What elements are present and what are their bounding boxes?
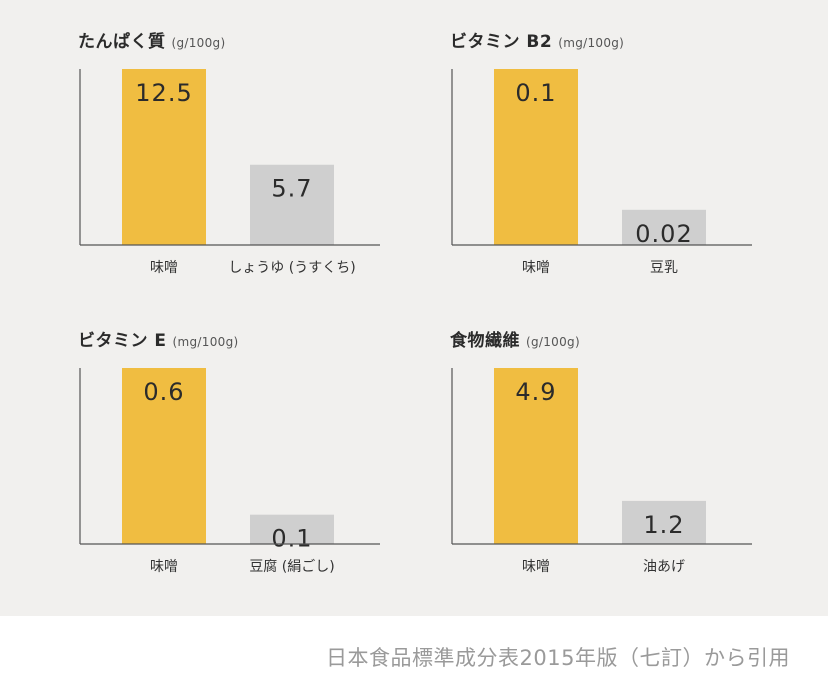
chart-unit: (g/100g) bbox=[171, 36, 226, 50]
bar-value-label: 1.2 bbox=[643, 511, 684, 539]
bar bbox=[494, 69, 578, 245]
category-label: 豆乳 bbox=[650, 260, 678, 276]
bar-value-label: 0.02 bbox=[635, 220, 692, 248]
bar-value-label: 0.6 bbox=[143, 378, 184, 406]
chart-unit: (mg/100g) bbox=[172, 335, 239, 349]
bar bbox=[622, 500, 706, 544]
vitamin-b2-chart: ビタミン B2 (mg/100g) 0.1 味噌 0.02 豆乳 bbox=[450, 27, 780, 297]
chart-title: ビタミン E (mg/100g) bbox=[78, 331, 239, 351]
dietary-fiber-chart: 食物繊維 (g/100g) 4.9 味噌 1.2 油あげ bbox=[450, 326, 780, 596]
bar bbox=[250, 164, 334, 245]
bar bbox=[494, 368, 578, 544]
source-citation: 日本食品標準成分表2015年版（七訂）から引用 bbox=[326, 646, 790, 670]
vitamin-b2-chart-svg: 0.1 味噌 0.02 豆乳 bbox=[451, 69, 752, 276]
protein-chart: たんぱく質 (g/100g) 12.5 味噌 5.7 しょうゆ (うすくち) bbox=[78, 27, 408, 297]
bar-value-label: 12.5 bbox=[135, 79, 192, 107]
category-label: 味噌 bbox=[522, 559, 550, 575]
vitamin-e-chart: ビタミン E (mg/100g) 0.6 味噌 0.1 豆腐 (絹ごし) bbox=[78, 326, 408, 596]
chart-unit: (g/100g) bbox=[526, 335, 580, 349]
category-label: しょうゆ (うすくち) bbox=[228, 260, 355, 276]
category-label: 油あげ bbox=[643, 559, 685, 575]
chart-unit: (mg/100g) bbox=[558, 36, 625, 50]
vitamin-e-chart-svg: 0.6 味噌 0.1 豆腐 (絹ごし) bbox=[79, 368, 380, 575]
protein-chart-svg: 12.5 味噌 5.7 しょうゆ (うすくち) bbox=[79, 69, 380, 276]
bar bbox=[250, 514, 334, 544]
dietary-fiber-chart-svg: 4.9 味噌 1.2 油あげ bbox=[451, 368, 752, 575]
category-label: 味噌 bbox=[522, 260, 550, 276]
bar bbox=[122, 368, 206, 544]
category-label: 味噌 bbox=[150, 260, 178, 276]
bar bbox=[622, 209, 706, 245]
bar-value-label: 4.9 bbox=[515, 378, 556, 406]
category-label: 味噌 bbox=[150, 559, 178, 575]
bar-value-label: 5.7 bbox=[271, 175, 312, 203]
chart-title: 食物繊維 (g/100g) bbox=[450, 331, 580, 351]
chart-title: ビタミン B2 (mg/100g) bbox=[450, 32, 625, 52]
bar-value-label: 0.1 bbox=[515, 79, 556, 107]
bar bbox=[122, 69, 206, 245]
category-label: 豆腐 (絹ごし) bbox=[249, 558, 334, 575]
chart-title: たんぱく質 (g/100g) bbox=[78, 32, 226, 52]
bar-value-label: 0.1 bbox=[271, 525, 312, 553]
